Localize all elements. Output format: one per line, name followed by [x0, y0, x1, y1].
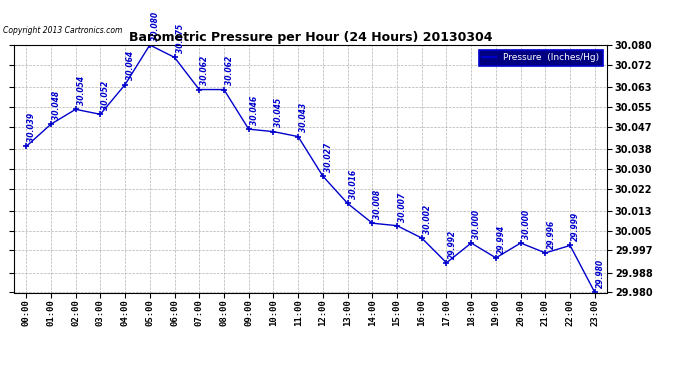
Text: 29.994: 29.994	[497, 225, 506, 254]
Text: 29.992: 29.992	[448, 230, 457, 259]
Text: 30.046: 30.046	[250, 96, 259, 125]
Text: 30.048: 30.048	[52, 91, 61, 120]
Text: 30.008: 30.008	[373, 190, 382, 219]
Text: 30.000: 30.000	[522, 210, 531, 239]
Legend: Pressure  (Inches/Hg): Pressure (Inches/Hg)	[479, 50, 602, 66]
Text: 29.999: 29.999	[571, 212, 580, 241]
Text: 30.064: 30.064	[126, 51, 135, 80]
Text: 30.039: 30.039	[27, 113, 36, 142]
Text: 30.052: 30.052	[101, 81, 110, 110]
Text: 30.054: 30.054	[77, 76, 86, 105]
Text: 30.007: 30.007	[398, 192, 407, 222]
Text: 30.000: 30.000	[472, 210, 481, 239]
Text: 29.996: 29.996	[546, 220, 555, 249]
Text: 30.080: 30.080	[151, 12, 160, 41]
Text: 30.062: 30.062	[225, 56, 234, 86]
Title: Barometric Pressure per Hour (24 Hours) 20130304: Barometric Pressure per Hour (24 Hours) …	[129, 31, 492, 44]
Text: Copyright 2013 Cartronics.com: Copyright 2013 Cartronics.com	[3, 26, 123, 35]
Text: 30.027: 30.027	[324, 143, 333, 172]
Text: 30.043: 30.043	[299, 103, 308, 132]
Text: 30.075: 30.075	[175, 24, 184, 53]
Text: 30.002: 30.002	[423, 205, 432, 234]
Text: 30.016: 30.016	[348, 170, 357, 199]
Text: 29.980: 29.980	[596, 259, 605, 288]
Text: 30.062: 30.062	[200, 56, 209, 86]
Text: 30.045: 30.045	[275, 98, 284, 128]
